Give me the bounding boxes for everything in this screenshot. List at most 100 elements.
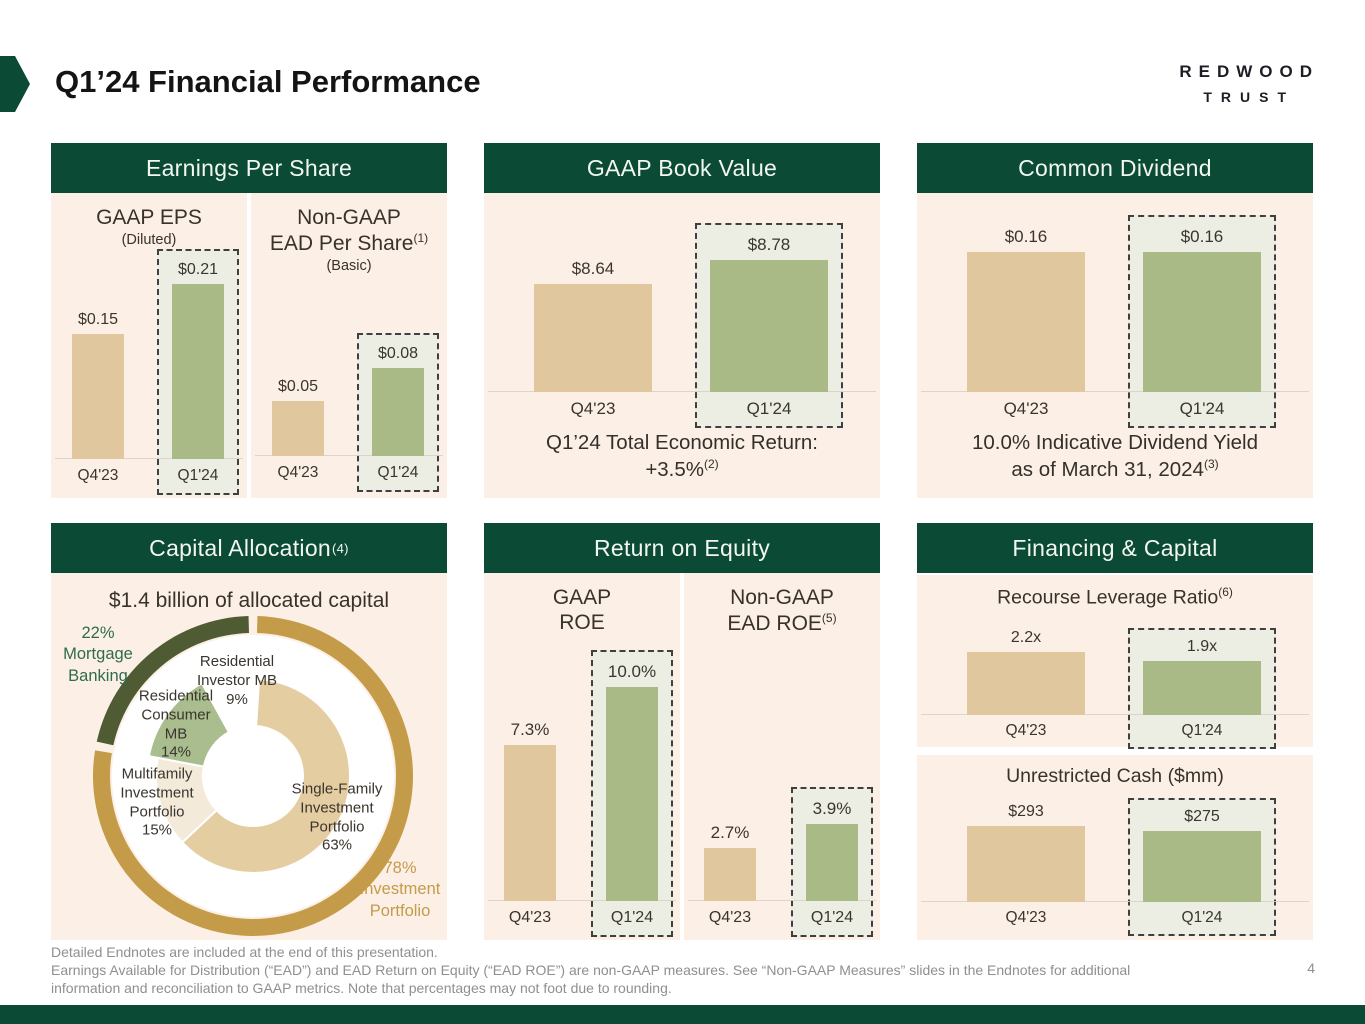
chart-title: GAAP ROE — [552, 586, 612, 634]
chart-title: GAAP EPS (Diluted) — [51, 206, 247, 249]
allocation-subtitle: $1.4 billion of allocated capital — [108, 589, 390, 612]
bar-chart-cash: $293 Q4'23 $275 Q1'24 — [917, 795, 1313, 936]
footnote-ref: (1) — [413, 230, 429, 245]
leverage-ratio-chart: Recourse Leverage Ratio(6) 2.2x Q4'23 1.… — [917, 575, 1313, 749]
bar-value-label: $0.16 — [1004, 227, 1048, 246]
axis-line — [921, 901, 1309, 902]
bar-group-q124-highlight: $275 Q1'24 — [1128, 798, 1276, 936]
capital-allocation-donut-chart — [92, 616, 414, 936]
axis-line — [921, 391, 1309, 392]
x-axis-label: Q4'23 — [1005, 722, 1047, 739]
panel-header-label: Earnings Per Share — [145, 154, 353, 181]
x-axis-label: Q1'24 — [1181, 909, 1223, 926]
bar-value-label: $293 — [1008, 803, 1044, 820]
chart-title: Non-GAAP EAD Per Share(1) (Basic) — [251, 206, 447, 275]
axis-line — [488, 391, 876, 392]
bar-group-q423: 2.2x Q4'23 — [954, 621, 1098, 747]
x-axis-label: Q1'24 — [177, 466, 219, 484]
x-axis-label: Q4'23 — [277, 464, 319, 481]
bar-value-label: $0.08 — [377, 345, 419, 362]
bar-q124 — [1143, 831, 1261, 902]
panel-header: GAAP Book Value — [484, 143, 880, 193]
slice-label-single-family: Single-Family Investment Portfolio 63% — [291, 780, 383, 854]
axis-line — [921, 714, 1309, 715]
axis-line — [488, 900, 676, 901]
bar-value-label: $8.78 — [747, 235, 791, 254]
bar-value-label: $0.21 — [177, 260, 219, 278]
bar-q124 — [172, 283, 224, 459]
bar-q124 — [1143, 661, 1261, 715]
axis-line — [688, 900, 876, 901]
x-axis-label: Q1'24 — [746, 399, 792, 418]
bar-value-label: $275 — [1184, 808, 1220, 825]
page-title: Q1’24 Financial Performance — [55, 64, 481, 99]
bar-chart-book-value: $8.64 Q4'23 $8.78 Q1'24 — [484, 223, 880, 428]
logo-line-2: TRUST — [1203, 89, 1295, 105]
bar-group-q423: $0.15 Q4'23 — [59, 301, 137, 493]
bar-value-label: 2.7% — [710, 823, 750, 842]
panel-return-on-equity: Return on Equity GAAP ROE 7.3% Q4'23 10.… — [484, 523, 880, 940]
panel-header-label: Capital Allocation — [149, 534, 332, 561]
footnote-ref: (6) — [1218, 585, 1233, 599]
bar-q423 — [704, 848, 756, 901]
bar-group-q124-highlight: $0.21 Q1'24 — [157, 248, 239, 495]
footnote-ref: (2) — [704, 457, 719, 472]
bar-value-label: 10.0% — [607, 662, 657, 681]
bar-q423 — [967, 252, 1085, 392]
allocation-donut-area: $1.4 billion of allocated capital 22% Mo… — [51, 573, 447, 940]
bar-q423 — [272, 401, 324, 456]
bar-value-label: 1.9x — [1186, 638, 1218, 655]
bar-chart-gaap-roe: 7.3% Q4'23 10.0% Q1'24 — [484, 650, 680, 937]
footnotes: Detailed Endnotes are included at the en… — [51, 943, 1251, 998]
panel-header: Return on Equity — [484, 523, 880, 573]
x-axis-label: Q4'23 — [508, 909, 552, 926]
chevron-arrow-icon — [0, 56, 30, 112]
bottom-accent-bar — [0, 1005, 1365, 1024]
bar-q124 — [372, 368, 424, 456]
bar-q124 — [710, 260, 828, 392]
slice-label-residential-investor: Residential Investor MB 9% — [196, 652, 278, 708]
footnote-line: information and reconciliation to GAAP m… — [51, 980, 672, 997]
bar-group-q423: 2.7% Q4'23 — [691, 813, 769, 935]
bar-group-q423: $0.16 Q4'23 — [954, 217, 1098, 426]
x-axis-label: Q4'23 — [570, 399, 616, 418]
bar-q423 — [967, 826, 1085, 902]
bar-q423 — [534, 284, 652, 392]
dividend-chart: $0.16 Q4'23 $0.16 Q1'24 10.0% Indicative… — [917, 193, 1313, 498]
panel-header: Financing & Capital — [917, 523, 1313, 573]
chart-title: Unrestricted Cash ($mm) — [1006, 765, 1224, 787]
slice-label-residential-consumer: Residential Consumer MB 14% — [138, 687, 214, 761]
bar-q124 — [806, 824, 858, 901]
bar-q423 — [504, 745, 556, 901]
bar-value-label: 3.9% — [812, 799, 852, 818]
panel-header: Common Dividend — [917, 143, 1313, 193]
x-axis-label: Q1'24 — [610, 909, 654, 926]
bar-group-q124-highlight: $0.08 Q1'24 — [357, 333, 439, 492]
footnote-ref: (5) — [821, 610, 837, 625]
total-economic-return-caption: Q1’24 Total Economic Return: +3.5%(2) — [546, 430, 818, 482]
redwood-trust-logo: REDWOOD TRUST — [1179, 62, 1319, 105]
bar-group-q124-highlight: $0.16 Q1'24 — [1128, 215, 1276, 428]
page-number: 4 — [1307, 960, 1315, 976]
x-axis-label: Q4'23 — [77, 466, 119, 484]
chart-title: Non-GAAP EAD ROE(5) — [727, 586, 837, 635]
footnote-line: Detailed Endnotes are included at the en… — [51, 944, 438, 960]
panel-common-dividend: Common Dividend $0.16 Q4'23 $0.16 Q1'24 — [917, 143, 1313, 498]
bar-group-q423: 7.3% Q4'23 — [491, 710, 569, 935]
axis-line — [55, 457, 243, 459]
ead-roe-chart: Non-GAAP EAD ROE(5) 2.7% Q4'23 3.9% Q1'2… — [684, 573, 880, 940]
investment-portfolio-ring-label: 78% Investment Portfolio — [359, 858, 441, 920]
book-value-chart: $8.64 Q4'23 $8.78 Q1'24 Q1’24 Total Econ… — [484, 193, 880, 498]
panel-gaap-book-value: GAAP Book Value $8.64 Q4'23 $8.78 Q1'24 — [484, 143, 880, 498]
slice-label-multifamily: Multifamily Investment Portfolio 15% — [120, 765, 194, 839]
dividend-yield-caption: 10.0% Indicative Dividend Yield as of Ma… — [971, 430, 1259, 482]
bar-q423 — [967, 652, 1085, 715]
bar-chart-dividend: $0.16 Q4'23 $0.16 Q1'24 — [917, 215, 1313, 428]
panel-header-label: Common Dividend — [1018, 154, 1212, 181]
bar-group-q124-highlight: 3.9% Q1'24 — [791, 787, 873, 937]
gaap-roe-chart: GAAP ROE 7.3% Q4'23 10.0% Q1'24 — [484, 573, 680, 940]
logo-line-1: REDWOOD — [1179, 62, 1319, 81]
gaap-eps-chart: GAAP EPS (Diluted) $0.15 Q4'23 $0.21 Q1'… — [51, 193, 247, 498]
bar-chart-gaap-eps: $0.15 Q4'23 $0.21 Q1'24 — [51, 248, 247, 495]
